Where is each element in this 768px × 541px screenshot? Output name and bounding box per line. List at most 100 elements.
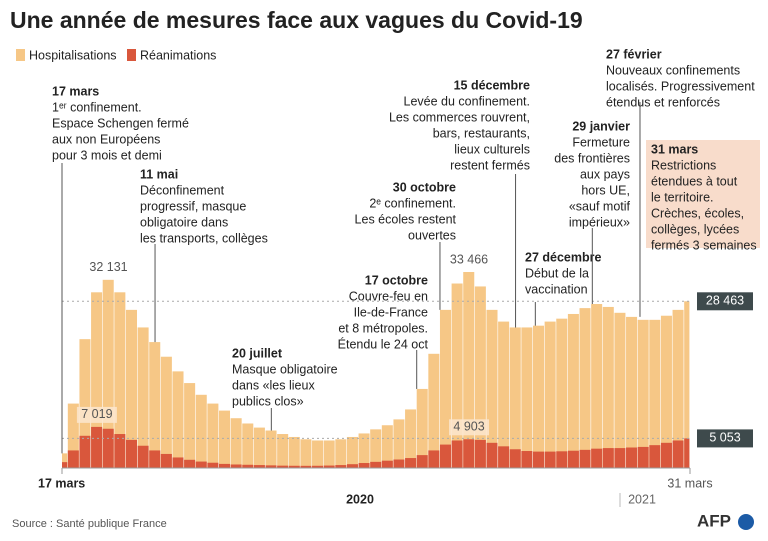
annotation-title: 29 janvier: [572, 119, 630, 133]
value-label-box: [697, 429, 753, 448]
bar: [626, 447, 638, 468]
year-label: 2020: [346, 492, 374, 506]
bar: [160, 356, 172, 468]
annotation-text: collèges, lycées: [651, 222, 739, 236]
bar: [207, 462, 219, 468]
bar: [149, 450, 161, 468]
bar: [660, 442, 672, 468]
bar: [370, 429, 382, 468]
bar: [393, 419, 405, 468]
bar: [521, 327, 533, 468]
bar: [230, 418, 242, 468]
annotation-title: 27 décembre: [525, 250, 601, 264]
bar: [114, 292, 126, 468]
legend-swatch: [127, 49, 136, 61]
bar: [474, 286, 486, 468]
annotation-title: 31 mars: [651, 142, 698, 156]
annotation-text: Fermeture: [572, 135, 630, 149]
annotation-text: hors UE,: [581, 183, 630, 197]
annotation-text: vaccination: [525, 282, 588, 296]
bar: [358, 463, 370, 468]
annotation-text: Ile-de-France: [354, 305, 428, 319]
legend-swatch: [16, 49, 25, 61]
bar: [265, 430, 277, 468]
bar: [498, 446, 510, 468]
bar: [684, 438, 690, 468]
bar: [323, 465, 335, 468]
annotation-text: ouvertes: [408, 228, 456, 242]
bar: [346, 436, 358, 468]
value-label-box: [76, 406, 117, 423]
bar: [323, 440, 335, 468]
bar: [184, 459, 196, 468]
bar: [219, 463, 231, 468]
annotation-title: 27 février: [606, 47, 662, 61]
bar: [160, 453, 172, 468]
bar: [312, 440, 324, 468]
bar: [91, 292, 103, 468]
bar: [463, 272, 475, 468]
chart-title: Une année de mesures face aux vagues du …: [10, 7, 583, 33]
annotation-title: 30 octobre: [393, 180, 456, 194]
bar: [277, 465, 289, 468]
bar: [114, 434, 126, 468]
logo: AFP: [697, 511, 731, 530]
bar: [219, 410, 231, 468]
bar: [253, 465, 265, 468]
value-label-box: [449, 419, 490, 436]
bar: [137, 445, 149, 468]
bar: [626, 316, 638, 468]
bar: [172, 371, 184, 468]
annotation-text: localisés. Progressivement: [606, 79, 755, 93]
bar: [300, 465, 312, 468]
x-tick-label: 31 mars: [667, 476, 712, 490]
bar: [207, 403, 219, 468]
annotation-text: fermés 3 semaines: [651, 238, 757, 252]
bar: [637, 446, 649, 468]
bar: [463, 439, 475, 468]
bar: [533, 325, 545, 468]
value-label: 28 463: [706, 294, 744, 308]
annotation-title: 11 mai: [140, 167, 178, 181]
annotation-text: Les écoles restent: [355, 212, 457, 226]
bar: [428, 353, 440, 468]
annotation-text: et 8 métropoles.: [338, 321, 428, 335]
bar: [556, 451, 568, 468]
annotation-text: étendues à tout: [651, 174, 738, 188]
legend-label: Réanimations: [140, 48, 216, 62]
bar: [509, 449, 521, 468]
source: Source : Santé publique France: [12, 518, 167, 530]
bar: [509, 327, 521, 468]
bar: [67, 450, 79, 468]
annotation-text: des frontières: [554, 151, 630, 165]
bar: [556, 318, 568, 468]
annotation-title: 20 juillet: [232, 346, 283, 360]
value-label: 33 466: [450, 252, 488, 266]
annotation-text: Restrictions: [651, 158, 716, 172]
bar: [614, 312, 626, 468]
bar: [172, 457, 184, 468]
bar: [62, 453, 68, 468]
annotation-text: publics clos»: [232, 394, 304, 408]
annotation-text: Étendu le 24 oct: [338, 336, 429, 351]
bar: [277, 434, 289, 468]
annotation-text: obligatoire dans: [140, 215, 228, 229]
bar: [125, 309, 137, 468]
bar: [602, 448, 614, 468]
annotation-title: 17 octobre: [365, 273, 428, 287]
bar: [439, 444, 451, 468]
bar: [591, 304, 603, 468]
bar: [544, 451, 556, 468]
bar: [672, 309, 684, 468]
bar: [335, 439, 347, 468]
annotation-text: aux pays: [580, 167, 630, 181]
bar: [102, 428, 114, 468]
annotation-text: étendus et renforcés: [606, 95, 720, 109]
bar: [579, 308, 591, 468]
bar: [544, 321, 556, 468]
bar: [405, 458, 417, 468]
annotation-text: Début de la: [525, 266, 589, 280]
bar: [370, 461, 382, 468]
value-label: 4 903: [453, 420, 484, 434]
annotation-text: Crèches, écoles,: [651, 206, 744, 220]
